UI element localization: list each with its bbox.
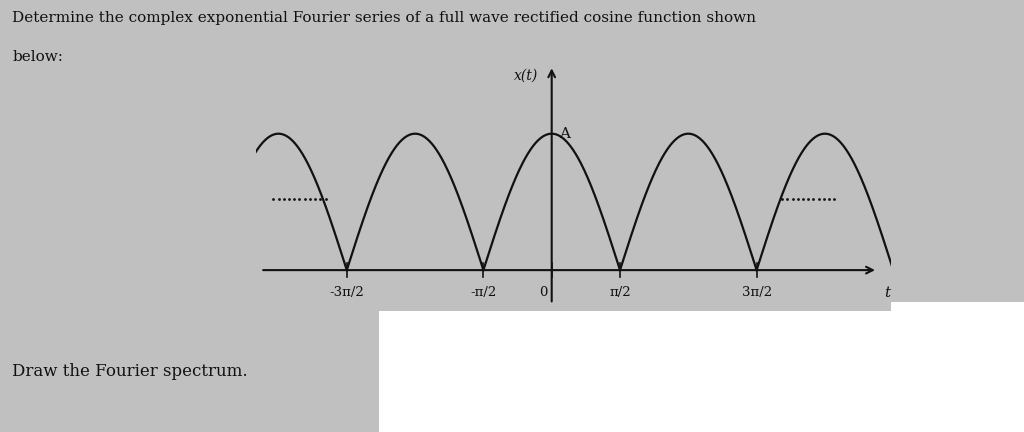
Text: Draw the Fourier spectrum.: Draw the Fourier spectrum. [12, 363, 248, 380]
Text: -π/2: -π/2 [470, 286, 497, 299]
Text: 3π/2: 3π/2 [741, 286, 772, 299]
Text: π/2: π/2 [609, 286, 631, 299]
Text: t: t [885, 286, 891, 301]
Text: below:: below: [12, 50, 63, 64]
Text: A: A [559, 127, 570, 141]
Text: 0: 0 [539, 286, 547, 299]
Text: -3π/2: -3π/2 [330, 286, 365, 299]
Text: x(t): x(t) [514, 68, 539, 82]
Text: Determine the complex exponential Fourier series of a full wave rectified cosine: Determine the complex exponential Fourie… [12, 11, 757, 25]
